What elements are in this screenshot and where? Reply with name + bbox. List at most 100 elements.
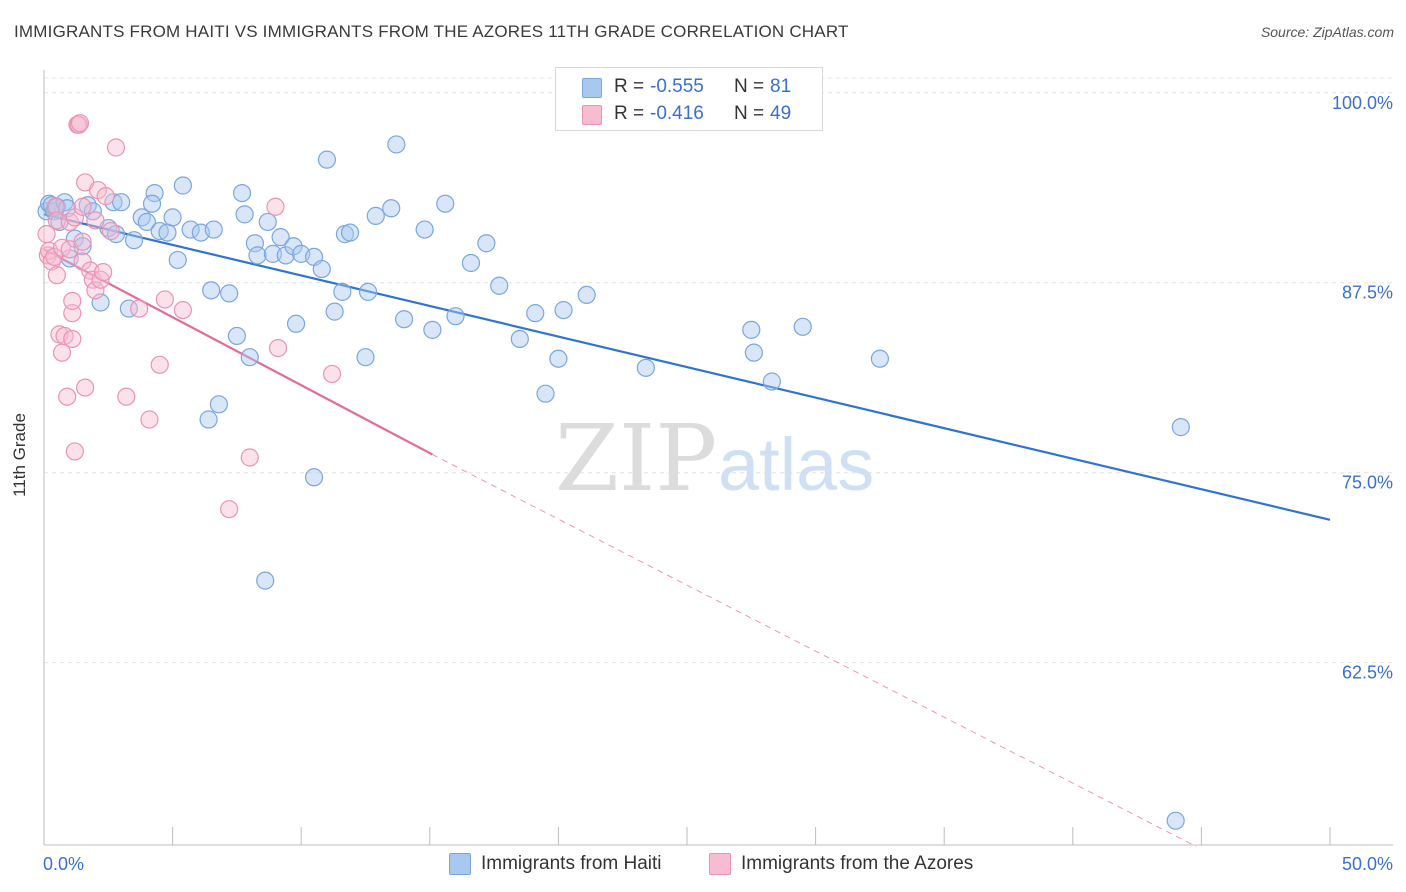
point-azores	[150, 355, 169, 374]
point-haiti	[112, 193, 131, 212]
point-azores	[63, 291, 82, 311]
point-azores	[96, 187, 115, 206]
point-haiti	[762, 372, 781, 391]
point-haiti	[173, 176, 192, 195]
point-haiti	[58, 199, 77, 218]
point-azores	[117, 387, 136, 406]
point-haiti	[235, 205, 254, 224]
point-haiti	[142, 194, 162, 213]
point-haiti	[276, 246, 295, 265]
point-haiti	[490, 276, 509, 295]
point-haiti	[356, 348, 375, 367]
point-haiti	[1171, 418, 1190, 437]
point-haiti	[577, 285, 596, 305]
point-haiti	[150, 221, 169, 241]
point-azores	[73, 197, 92, 216]
point-haiti	[333, 282, 352, 301]
point-azores	[240, 448, 259, 467]
point-haiti	[232, 183, 252, 203]
point-haiti	[240, 348, 259, 367]
bottom-legend-swatch-azores	[709, 853, 731, 875]
point-haiti	[382, 199, 401, 218]
trend-extension-1	[432, 454, 1197, 847]
point-haiti	[636, 358, 655, 377]
point-haiti	[204, 220, 223, 239]
point-azores	[83, 270, 102, 289]
point-haiti	[199, 410, 218, 429]
point-haiti	[248, 246, 267, 265]
legend-r-label: R =	[614, 76, 645, 97]
point-haiti	[744, 343, 763, 362]
y-tick-label: 87.5%	[1342, 283, 1393, 303]
point-haiti	[106, 225, 126, 244]
y-tick-label: 100.0%	[1332, 93, 1393, 113]
legend-n-value-haiti: 81	[770, 76, 792, 97]
point-haiti	[549, 349, 568, 368]
point-haiti	[366, 206, 385, 225]
watermark-atlas: atlas	[718, 423, 874, 506]
point-azores	[76, 378, 95, 397]
point-haiti	[256, 571, 275, 590]
point-haiti	[394, 310, 414, 329]
point-haiti	[258, 212, 277, 232]
legend-r-label: R =	[614, 103, 645, 124]
point-haiti	[163, 208, 182, 227]
point-azores	[73, 232, 92, 251]
point-haiti	[271, 228, 290, 247]
point-haiti	[415, 220, 434, 239]
point-azores	[322, 364, 342, 384]
point-azores	[130, 299, 149, 318]
legend-n-label: N =	[734, 103, 765, 124]
point-haiti	[340, 223, 360, 242]
point-haiti	[181, 220, 200, 239]
point-haiti	[870, 349, 890, 368]
data-points	[37, 114, 1190, 830]
point-haiti	[284, 237, 303, 256]
point-haiti	[304, 468, 324, 487]
point-haiti	[436, 194, 455, 213]
point-haiti	[227, 326, 246, 346]
point-azores	[58, 387, 77, 406]
point-haiti	[286, 314, 306, 333]
point-haiti	[742, 320, 761, 339]
trend-lines	[43, 213, 1331, 847]
point-haiti	[461, 253, 481, 273]
point-haiti	[145, 183, 164, 203]
x-tick-label-start: 0.0%	[43, 854, 84, 874]
x-tick-label-end: 50.0%	[1342, 854, 1393, 874]
point-azores	[106, 138, 126, 157]
trend-line-0	[43, 213, 1331, 521]
point-azores	[86, 281, 105, 300]
point-azores	[155, 290, 174, 309]
point-haiti	[220, 284, 239, 303]
y-axis-label: 11th Grade	[10, 413, 29, 497]
point-haiti	[387, 135, 406, 154]
point-azores	[94, 263, 113, 282]
bottom-legend-label-azores: Immigrants from the Azores	[741, 853, 974, 874]
point-haiti	[137, 212, 156, 232]
point-haiti	[510, 329, 529, 349]
point-haiti	[312, 259, 331, 279]
point-haiti	[526, 304, 545, 323]
point-haiti	[536, 384, 555, 403]
watermark: ZIP atlas	[555, 405, 874, 512]
y-tick-label: 75.0%	[1342, 473, 1393, 493]
point-azores	[65, 442, 84, 461]
point-azores	[268, 338, 288, 358]
legend: R = -0.555 N = 81 R = -0.416 N = 49	[555, 67, 823, 131]
point-haiti	[124, 231, 144, 250]
point-haiti	[209, 395, 228, 414]
point-haiti	[325, 302, 344, 321]
legend-swatch-azores	[582, 105, 602, 125]
point-haiti	[1166, 811, 1185, 830]
point-haiti	[358, 282, 378, 301]
legend-r-value-haiti: -0.555	[650, 76, 704, 97]
legend-swatch-haiti	[582, 78, 602, 98]
point-haiti	[168, 250, 187, 270]
point-azores	[86, 211, 105, 230]
point-azores	[47, 266, 66, 285]
point-haiti	[158, 223, 177, 242]
axes	[43, 70, 1393, 846]
point-azores	[173, 300, 192, 320]
